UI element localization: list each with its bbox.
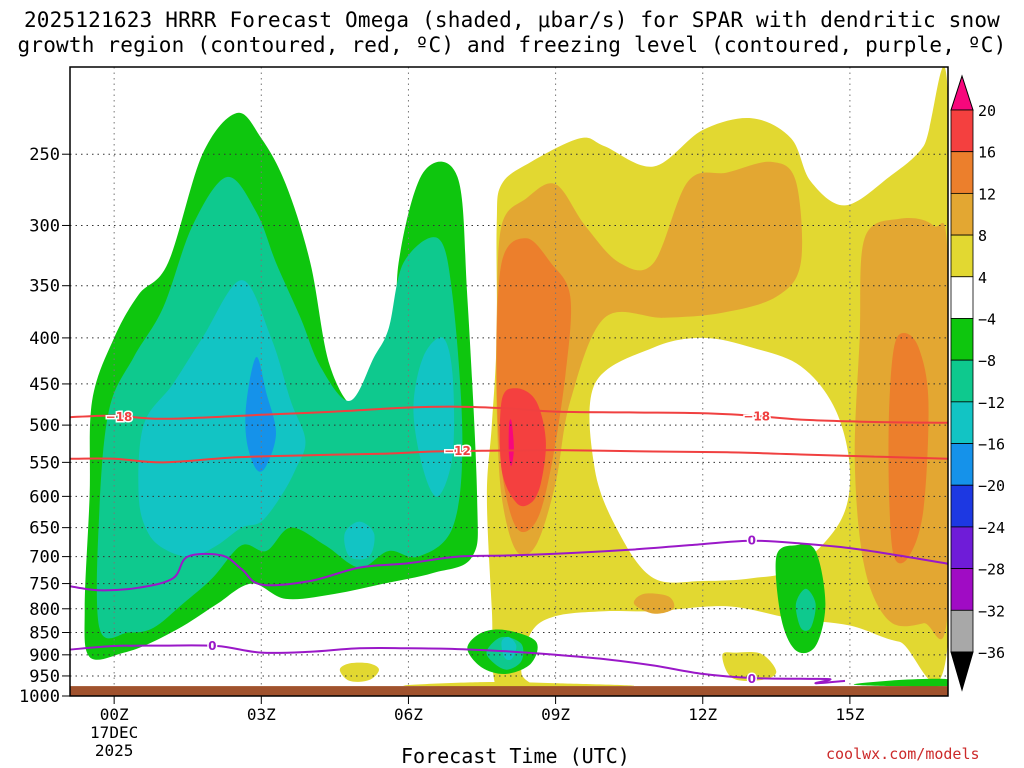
y-tick-label: 250	[29, 145, 60, 165]
omega-region-16to20	[499, 388, 546, 507]
colorbar-label: −8	[978, 352, 996, 370]
y-tick-label: 800	[29, 600, 60, 620]
x-tick-label: 12Z	[688, 705, 717, 724]
colorbar-segment	[950, 443, 974, 486]
y-tick-label: 750	[29, 575, 60, 595]
date-label: 17DEC	[90, 723, 138, 742]
omega-region--16to-12	[413, 337, 455, 497]
omega-region--16to-12	[344, 521, 375, 560]
omega-region--4to4	[589, 337, 851, 583]
chart-title-line2: growth region (contoured, red, ºC) and f…	[17, 33, 1007, 57]
y-tick-label: 350	[29, 277, 60, 297]
omega-region-8to12	[496, 161, 803, 556]
colorbar-label: −32	[978, 602, 1005, 620]
x-axis-title: Forecast Time (UTC)	[401, 744, 630, 768]
colorbar-label: 20	[978, 102, 996, 120]
colorbar-segment	[950, 276, 974, 319]
omega-region-4to8	[722, 652, 777, 682]
ground-terrain	[70, 686, 948, 696]
colorbar-segment	[950, 359, 974, 403]
y-tick-label: 500	[29, 416, 60, 436]
colorbar-segment	[950, 401, 974, 444]
x-tick-label: 03Z	[247, 705, 276, 724]
y-tick-label: 650	[29, 519, 60, 539]
contour-line	[70, 539, 948, 592]
omega-region--12to-8	[795, 588, 816, 631]
colorbar-segment	[950, 484, 974, 528]
colorbar-segment	[950, 192, 974, 236]
colorbar-label: −28	[978, 561, 1005, 579]
x-tick-label: 00Z	[100, 705, 129, 724]
y-tick-label: 950	[29, 667, 60, 687]
omega-region--16to-12	[501, 636, 517, 661]
colorbar-label: −20	[978, 477, 1005, 495]
plot-frame	[69, 66, 949, 697]
contour-label: −18	[106, 410, 133, 424]
contour-line	[70, 644, 846, 685]
x-tick-label: 15Z	[835, 705, 864, 724]
colorbar-segment	[950, 151, 974, 194]
y-tick-label: 700	[29, 548, 60, 568]
omega-region--8to-4	[853, 678, 948, 687]
chart-title-line1: 2025121623 HRRR Forecast Omega (shaded, …	[23, 8, 1001, 32]
colorbar-segment	[950, 234, 974, 278]
colorbar-label: −16	[978, 436, 1005, 454]
y-tick-label: 300	[29, 216, 60, 236]
colorbar-top-arrow	[950, 74, 974, 111]
colorbar-label: 4	[978, 269, 987, 287]
colorbar-label: 8	[978, 227, 987, 245]
x-tick-label: 09Z	[541, 705, 570, 724]
colorbar-label: −36	[978, 644, 1005, 662]
omega-region-12to16	[888, 333, 929, 564]
shaded-regions	[84, 67, 948, 694]
y-tick-label: 850	[29, 623, 60, 643]
colorbar-segment	[950, 568, 974, 611]
omega-region--16to-12	[138, 280, 306, 557]
colorbar-label: −4	[978, 310, 996, 328]
colorbar-segment	[950, 318, 974, 361]
y-tick-label: 450	[29, 375, 60, 395]
omega-region-4to8	[339, 662, 379, 682]
colorbar-label: 12	[978, 185, 996, 203]
y-tick-label: 600	[29, 487, 60, 507]
contour-line	[70, 449, 948, 464]
colorbar-label: −24	[978, 519, 1005, 537]
date-label: 2025	[95, 741, 134, 760]
y-tick-label: 550	[29, 453, 60, 473]
y-tick-label: 400	[29, 329, 60, 349]
colorbar-segment	[950, 109, 974, 153]
credit-text: coolwx.com/models	[826, 745, 980, 763]
omega-region-4to8	[403, 681, 635, 687]
colorbar-label: −12	[978, 394, 1005, 412]
contour-label: −12	[444, 444, 471, 458]
omega-region-20plus	[508, 419, 514, 467]
contour-label: −18	[743, 409, 770, 423]
colorbar-segment	[950, 609, 974, 653]
colorbar-bottom-arrow	[950, 651, 974, 692]
x-tick-label: 06Z	[394, 705, 423, 724]
contour-label: 0	[748, 534, 756, 548]
contour-label: 0	[748, 672, 756, 686]
colorbar-segment	[950, 526, 974, 570]
contour-label: 0	[208, 639, 216, 653]
y-tick-label: 900	[29, 646, 60, 666]
y-tick-label: 1000	[19, 687, 60, 707]
contour-line	[70, 405, 948, 424]
colorbar-label: 16	[978, 144, 996, 162]
contours: −18 −18 −12 0 0 0	[70, 405, 948, 687]
